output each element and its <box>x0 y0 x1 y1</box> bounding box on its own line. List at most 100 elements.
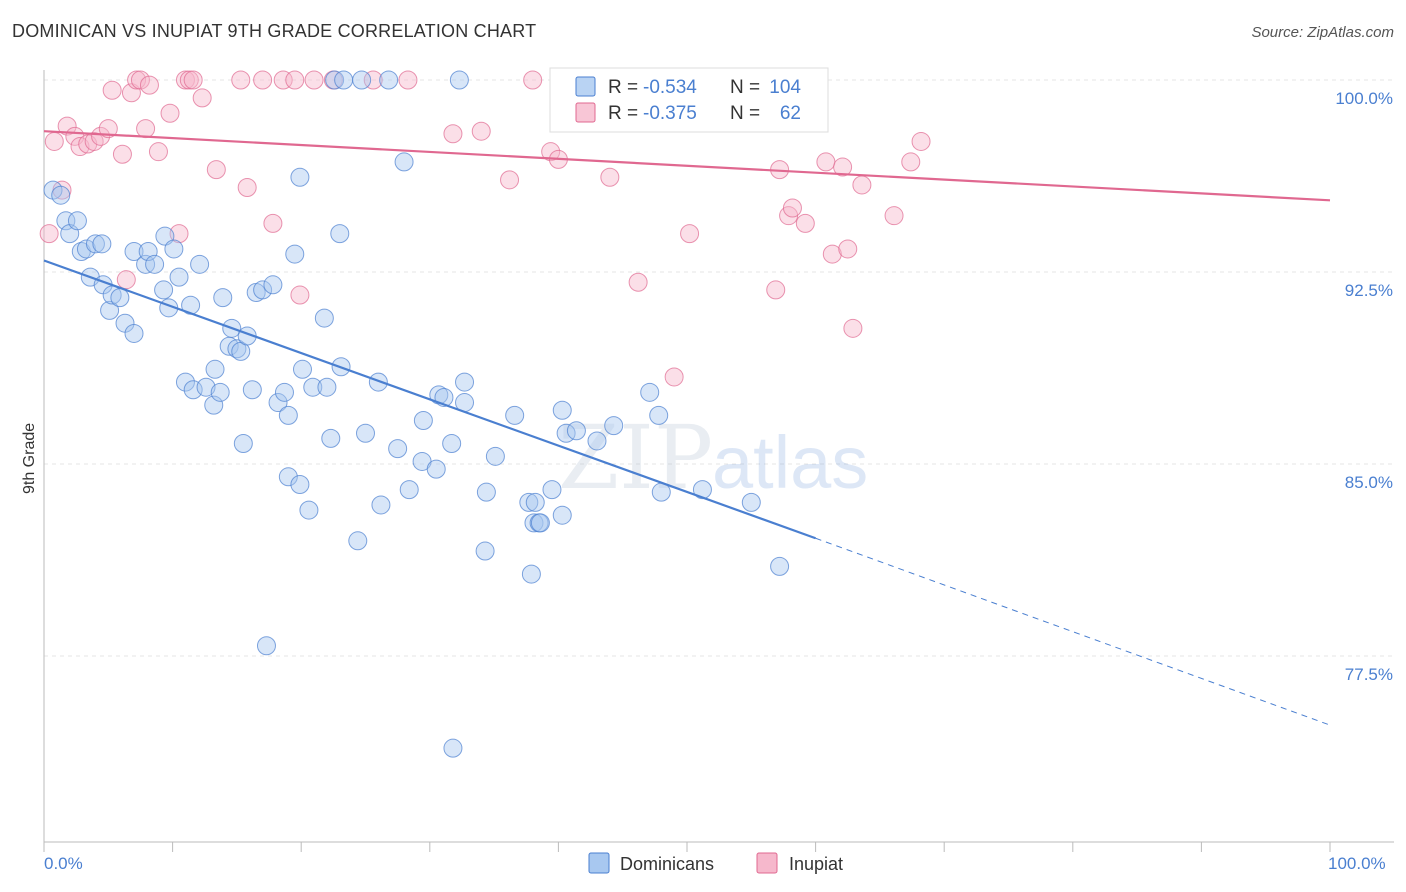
bottom-legend: Dominicans Inupiat <box>588 852 843 874</box>
inupiat-point-31 <box>285 70 305 90</box>
dominicans-point-78 <box>449 70 469 90</box>
inupiat-point-10 <box>102 80 122 100</box>
legend-label-inupiat: Inupiat <box>789 854 843 874</box>
dominicans-point-90 <box>530 513 550 533</box>
dominicans-point-91 <box>542 480 562 500</box>
dominicans-point-77 <box>443 738 463 758</box>
dominicans-point-49 <box>285 244 305 264</box>
dominicans-point-24 <box>169 267 189 287</box>
stats-n-value-inupiat: 62 <box>780 103 801 124</box>
inupiat-point-55 <box>833 157 853 177</box>
inupiat-point-46 <box>680 224 700 244</box>
dominicans-point-2 <box>56 211 76 231</box>
stats-n-value-dominicans: 104 <box>769 77 801 98</box>
stats-swatch-inupiat <box>575 102 596 123</box>
inupiat-point-61 <box>911 131 931 151</box>
dominicans-point-23 <box>164 239 184 259</box>
dominicans-point-69 <box>394 152 414 172</box>
inupiat-point-29 <box>263 213 283 233</box>
inupiat-point-40 <box>523 70 543 90</box>
dominicans-point-15 <box>124 242 144 262</box>
inupiat-point-51 <box>782 198 802 218</box>
dominicans-point-61 <box>334 70 354 90</box>
y-tick-label-0: 100.0% <box>1335 89 1393 108</box>
stats-n-label-inupiat: N = <box>730 103 760 124</box>
stats-legend-box <box>549 67 829 133</box>
dominicans-point-25 <box>175 372 195 392</box>
inupiat-point-57 <box>843 318 863 338</box>
dominicans-point-93 <box>552 400 572 420</box>
inupiat-points <box>39 70 931 387</box>
dominicans-point-52 <box>292 359 312 379</box>
inupiat-point-30 <box>273 70 293 90</box>
axes <box>43 70 1394 852</box>
inupiat-point-25 <box>206 160 226 180</box>
stats-r-value-dominicans: -0.534 <box>643 77 697 98</box>
dominicans-point-44 <box>263 275 283 295</box>
dominicans-point-43 <box>256 636 276 656</box>
dominicans-point-67 <box>379 70 399 90</box>
inupiat-point-1 <box>44 131 64 151</box>
dominicans-point-40 <box>242 380 262 400</box>
dominicans-point-16 <box>124 323 144 343</box>
watermark-atlas: atlas <box>712 421 868 504</box>
dominicans-point-46 <box>274 382 294 402</box>
dominicans-point-99 <box>649 405 669 425</box>
inupiat-point-28 <box>253 70 273 90</box>
dominicans-point-84 <box>505 405 525 425</box>
dominicans-point-13 <box>110 288 130 308</box>
dominicans-point-82 <box>476 482 496 502</box>
inupiat-point-0 <box>39 224 59 244</box>
inupiat-point-16 <box>136 119 156 139</box>
inupiat-trend-line <box>43 130 1331 202</box>
dominicans-point-60 <box>330 224 350 244</box>
dominicans-point-92 <box>552 505 572 525</box>
dominicans-point-76 <box>442 434 462 454</box>
dominicans-point-70 <box>399 480 419 500</box>
inupiat-point-45 <box>664 367 684 387</box>
stats-n-label-dominicans: N = <box>730 77 760 98</box>
dominicans-point-32 <box>210 382 230 402</box>
dominicans-point-55 <box>314 308 334 328</box>
dominicans-point-9 <box>92 234 112 254</box>
y-tick-label-2: 85.0% <box>1345 473 1393 492</box>
dominicans-point-88 <box>525 492 545 512</box>
y-tick-label-1: 92.5% <box>1345 281 1393 300</box>
dominicans-point-87 <box>524 513 544 533</box>
watermark: ZIP atlas <box>558 406 868 509</box>
chart-source: Source: ZipAtlas.com <box>1251 24 1394 41</box>
inupiat-point-12 <box>116 270 136 290</box>
inupiat-point-52 <box>795 213 815 233</box>
inupiat-point-27 <box>237 178 257 198</box>
inupiat-point-60 <box>901 152 921 172</box>
inupiat-point-19 <box>160 103 180 123</box>
legend-swatch-inupiat <box>756 852 778 874</box>
dominicans-point-29 <box>196 377 216 397</box>
dominicans-point-47 <box>278 405 298 425</box>
dominicans-point-64 <box>356 423 375 443</box>
dominicans-points <box>43 70 790 758</box>
inupiat-point-33 <box>304 70 324 90</box>
dominicans-point-65 <box>368 372 388 392</box>
inupiat-point-37 <box>443 124 463 144</box>
dominicans-point-103 <box>770 556 790 576</box>
dominicans-trend-line <box>43 259 816 540</box>
dominicans-point-85 <box>519 492 539 512</box>
inupiat-point-41 <box>541 142 561 162</box>
dominicans-point-4 <box>67 211 87 231</box>
inupiat-point-44 <box>628 272 648 292</box>
dominicans-point-31 <box>205 359 225 379</box>
dominicans-point-53 <box>299 500 319 520</box>
stats-r-value-inupiat: -0.375 <box>643 103 697 124</box>
dominicans-point-98 <box>640 382 660 402</box>
dominicans-point-72 <box>413 410 433 430</box>
dominicans-point-33 <box>213 288 233 308</box>
legend-swatch-dominicans <box>588 852 610 874</box>
inupiat-point-18 <box>148 142 168 162</box>
dominicans-point-51 <box>290 167 310 187</box>
y-axis-title: 9th Grade <box>21 423 38 494</box>
dominicans-point-11 <box>100 300 120 320</box>
dominicans-point-74 <box>429 385 449 405</box>
dominicans-point-50 <box>290 474 310 494</box>
